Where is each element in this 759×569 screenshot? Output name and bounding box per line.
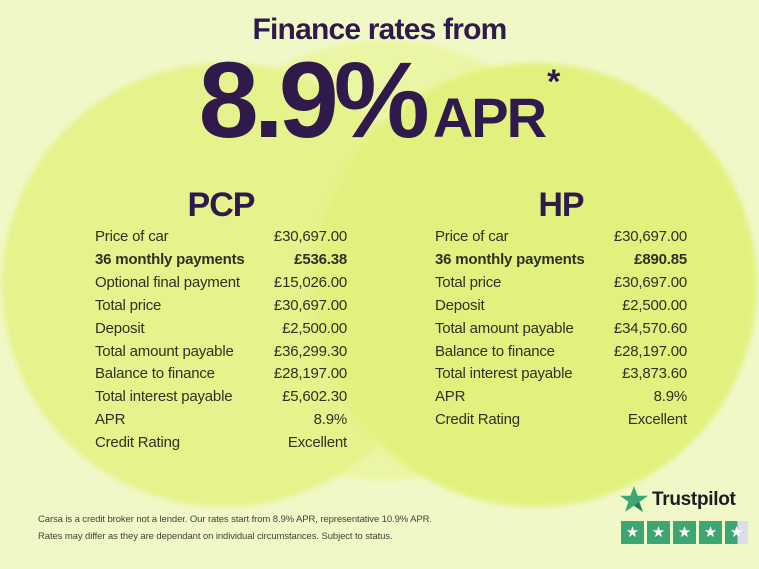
background-circle-right [313,63,757,507]
row-value: £890.85 [634,250,687,268]
row-label: Total price [435,273,502,291]
row-label: 36 monthly payments [95,250,245,268]
table-row: APR 8.9% [95,409,347,432]
row-label: Total price [95,296,162,314]
rating-star-icon [699,521,722,544]
table-row: Total price £30,697.00 [435,272,687,295]
row-value: £30,697.00 [613,228,687,245]
trustpilot-wordmark: Trustpilot [652,488,736,510]
table-row: Balance to finance £28,197.00 [435,341,687,364]
row-label: Balance to finance [95,365,215,383]
row-label: Balance to finance [435,342,555,360]
table-row: 36 monthly payments £890.85 [435,249,687,272]
rate-suffix: APR [432,86,547,149]
table-row: Optional final payment £15,026.00 [95,272,347,295]
trustpilot-rating-stars [621,521,748,544]
rating-star-half-icon [725,521,748,544]
table-row: Credit Rating Excellent [95,432,347,455]
row-value: £28,197.00 [613,342,687,360]
row-label: Credit Rating [435,411,520,429]
hp-title: HP [538,186,584,224]
table-row: Total price £30,697.00 [95,295,347,318]
trustpilot-badge: Trustpilot [620,486,748,544]
row-label: APR [95,411,126,429]
row-value: £36,299.30 [273,342,347,360]
trustpilot-star-icon [620,486,648,513]
table-row: Total amount payable £36,299.30 [95,341,347,364]
rating-star-icon [621,521,644,544]
star-notch-shadow [634,502,643,512]
row-label: Price of car [95,228,169,245]
table-row: Credit Rating Excellent [435,409,687,432]
star-icon [620,486,648,512]
row-value: £34,570.60 [613,319,687,337]
row-label: Price of car [435,228,509,245]
row-value: £30,697.00 [273,296,347,314]
trustpilot-logo: Trustpilot [620,486,748,513]
table-row: APR 8.9% [435,386,687,409]
row-value: £30,697.00 [613,273,687,291]
row-value: Excellent [287,434,347,452]
table-row: Deposit £2,500.00 [435,295,687,318]
disclaimer-line-1: Carsa is a credit broker not a lender. O… [38,514,432,525]
row-label: 36 monthly payments [435,250,585,268]
row-value: 8.9% [653,388,688,406]
table-row: Price of car £30,697.00 [435,226,687,249]
rate-value: 8.9% [198,39,430,160]
row-label: Total interest payable [95,388,233,406]
row-label: Credit Rating [95,434,180,452]
row-label: Total interest payable [435,365,573,383]
table-row: Total interest payable £3,873.60 [435,363,687,386]
row-label: Total amount payable [95,342,234,360]
row-value: £3,873.60 [622,365,687,383]
pcp-column: PCP Price of car £30,697.00 36 monthly p… [95,186,347,455]
row-value: £2,500.00 [622,296,687,314]
row-label: Deposit [95,319,145,337]
row-value: Excellent [627,411,687,429]
hp-table: Price of car £30,697.00 36 monthly payme… [435,226,687,432]
pcp-table: Price of car £30,697.00 36 monthly payme… [95,226,347,455]
row-value: 8.9% [313,411,348,429]
headline-eyebrow: Finance rates from [252,13,507,46]
rate-asterisk: * [547,63,561,101]
table-row: Balance to finance £28,197.00 [95,363,347,386]
rating-star-icon [647,521,670,544]
row-value: £2,500.00 [282,319,347,337]
table-row: Total amount payable £34,570.60 [435,318,687,341]
table-row: Total interest payable £5,602.30 [95,386,347,409]
row-label: Optional final payment [95,273,240,291]
hp-column: HP Price of car £30,697.00 36 monthly pa… [435,186,687,432]
row-value: £30,697.00 [273,228,347,245]
row-value: £5,602.30 [282,388,347,406]
row-label: Deposit [435,296,485,314]
table-row: 36 monthly payments £536.38 [95,249,347,272]
table-row: Deposit £2,500.00 [95,318,347,341]
row-label: APR [435,388,466,406]
row-label: Total amount payable [435,319,574,337]
row-value: £28,197.00 [273,365,347,383]
headline-rate: 8.9% APR * [0,46,759,154]
disclaimer-line-2: Rates may differ as they are dependant o… [38,530,393,542]
pcp-title: PCP [187,186,256,224]
legal-disclaimer: Carsa is a credit broker not a lender. O… [38,512,508,545]
table-row: Price of car £30,697.00 [95,226,347,249]
rating-star-icon [673,521,696,544]
row-value: £15,026.00 [273,273,347,291]
row-value: £536.38 [294,250,347,268]
